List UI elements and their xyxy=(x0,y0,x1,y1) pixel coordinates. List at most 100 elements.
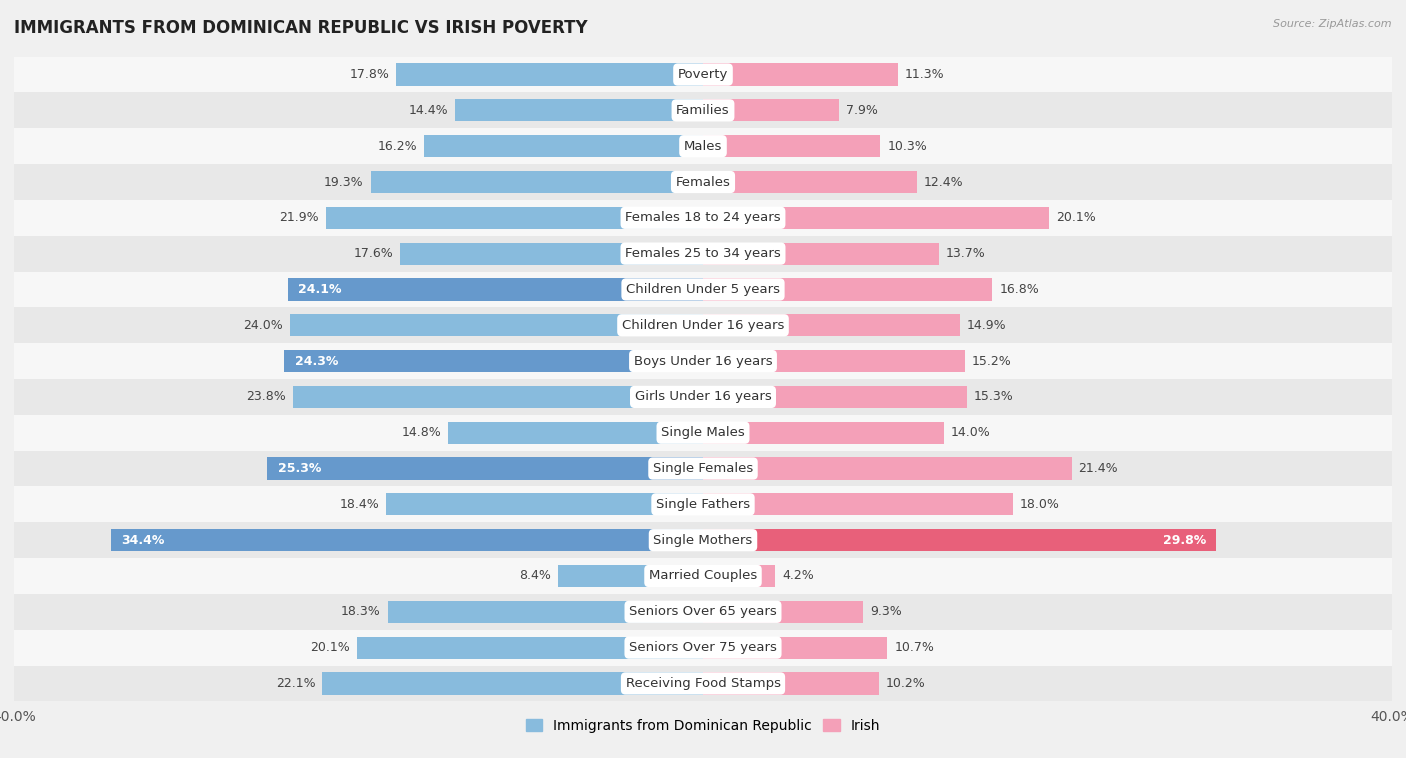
Text: 15.2%: 15.2% xyxy=(972,355,1011,368)
Text: Single Mothers: Single Mothers xyxy=(654,534,752,547)
Bar xyxy=(703,421,945,444)
Text: 11.3%: 11.3% xyxy=(904,68,945,81)
Bar xyxy=(703,314,960,337)
Text: 20.1%: 20.1% xyxy=(311,641,350,654)
Text: 14.8%: 14.8% xyxy=(402,426,441,439)
Bar xyxy=(290,314,703,337)
Bar xyxy=(14,594,1392,630)
Text: 7.9%: 7.9% xyxy=(846,104,877,117)
Text: Families: Families xyxy=(676,104,730,117)
Bar xyxy=(14,236,1392,271)
Text: 9.3%: 9.3% xyxy=(870,606,901,619)
Text: Boys Under 16 years: Boys Under 16 years xyxy=(634,355,772,368)
Bar xyxy=(703,600,863,623)
Text: 14.0%: 14.0% xyxy=(950,426,991,439)
Bar xyxy=(14,128,1392,164)
Bar xyxy=(14,415,1392,451)
Text: 17.8%: 17.8% xyxy=(350,68,389,81)
Bar xyxy=(399,243,703,265)
Text: 16.8%: 16.8% xyxy=(1000,283,1039,296)
Bar xyxy=(703,278,993,301)
Text: 18.3%: 18.3% xyxy=(342,606,381,619)
Text: Females: Females xyxy=(675,176,731,189)
Text: Single Females: Single Females xyxy=(652,462,754,475)
Bar xyxy=(703,637,887,659)
Text: 17.6%: 17.6% xyxy=(353,247,392,260)
Text: Seniors Over 65 years: Seniors Over 65 years xyxy=(628,606,778,619)
Text: Married Couples: Married Couples xyxy=(650,569,756,582)
Bar xyxy=(703,64,897,86)
Bar xyxy=(267,457,703,480)
Bar xyxy=(703,565,775,587)
Text: 15.3%: 15.3% xyxy=(973,390,1014,403)
Bar xyxy=(14,487,1392,522)
Text: 25.3%: 25.3% xyxy=(277,462,321,475)
Text: Children Under 5 years: Children Under 5 years xyxy=(626,283,780,296)
Text: Children Under 16 years: Children Under 16 years xyxy=(621,319,785,332)
Bar xyxy=(449,421,703,444)
Bar xyxy=(703,135,880,158)
Text: 14.4%: 14.4% xyxy=(409,104,449,117)
Text: Receiving Food Stamps: Receiving Food Stamps xyxy=(626,677,780,690)
Bar xyxy=(558,565,703,587)
Bar xyxy=(703,529,1216,551)
Text: 16.2%: 16.2% xyxy=(377,139,418,152)
Bar xyxy=(456,99,703,121)
Bar xyxy=(14,307,1392,343)
Text: Girls Under 16 years: Girls Under 16 years xyxy=(634,390,772,403)
Bar xyxy=(288,278,703,301)
Bar xyxy=(396,64,703,86)
Text: 12.4%: 12.4% xyxy=(924,176,963,189)
Bar xyxy=(292,386,703,408)
Text: Seniors Over 75 years: Seniors Over 75 years xyxy=(628,641,778,654)
Bar xyxy=(14,379,1392,415)
Bar xyxy=(387,493,703,515)
Bar xyxy=(326,207,703,229)
Text: 34.4%: 34.4% xyxy=(121,534,165,547)
Text: Females 18 to 24 years: Females 18 to 24 years xyxy=(626,211,780,224)
Text: 10.7%: 10.7% xyxy=(894,641,934,654)
Bar xyxy=(111,529,703,551)
Bar xyxy=(703,457,1071,480)
Bar xyxy=(425,135,703,158)
Bar xyxy=(14,92,1392,128)
Bar xyxy=(703,243,939,265)
Text: 29.8%: 29.8% xyxy=(1163,534,1206,547)
Bar xyxy=(703,99,839,121)
Text: 24.1%: 24.1% xyxy=(298,283,342,296)
Bar xyxy=(14,271,1392,307)
Legend: Immigrants from Dominican Republic, Irish: Immigrants from Dominican Republic, Iris… xyxy=(522,715,884,737)
Text: Single Fathers: Single Fathers xyxy=(657,498,749,511)
Bar xyxy=(14,522,1392,558)
Text: 24.3%: 24.3% xyxy=(295,355,339,368)
Text: Source: ZipAtlas.com: Source: ZipAtlas.com xyxy=(1274,19,1392,29)
Bar xyxy=(371,171,703,193)
Text: 18.4%: 18.4% xyxy=(339,498,380,511)
Bar xyxy=(14,630,1392,666)
Text: 10.2%: 10.2% xyxy=(886,677,925,690)
Bar xyxy=(14,164,1392,200)
Bar xyxy=(14,666,1392,701)
Bar xyxy=(703,171,917,193)
Bar xyxy=(357,637,703,659)
Bar xyxy=(703,207,1049,229)
Text: Females 25 to 34 years: Females 25 to 34 years xyxy=(626,247,780,260)
Text: 13.7%: 13.7% xyxy=(946,247,986,260)
Text: Single Males: Single Males xyxy=(661,426,745,439)
Text: Males: Males xyxy=(683,139,723,152)
Text: 21.9%: 21.9% xyxy=(280,211,319,224)
Text: IMMIGRANTS FROM DOMINICAN REPUBLIC VS IRISH POVERTY: IMMIGRANTS FROM DOMINICAN REPUBLIC VS IR… xyxy=(14,19,588,37)
Text: 14.9%: 14.9% xyxy=(966,319,1007,332)
Bar xyxy=(14,451,1392,487)
Text: 24.0%: 24.0% xyxy=(243,319,283,332)
Bar xyxy=(703,672,879,694)
Text: 10.3%: 10.3% xyxy=(887,139,927,152)
Bar xyxy=(322,672,703,694)
Bar xyxy=(14,200,1392,236)
Bar xyxy=(703,386,966,408)
Text: Poverty: Poverty xyxy=(678,68,728,81)
Bar xyxy=(14,57,1392,92)
Bar xyxy=(703,493,1012,515)
Text: 20.1%: 20.1% xyxy=(1056,211,1095,224)
Bar xyxy=(14,558,1392,594)
